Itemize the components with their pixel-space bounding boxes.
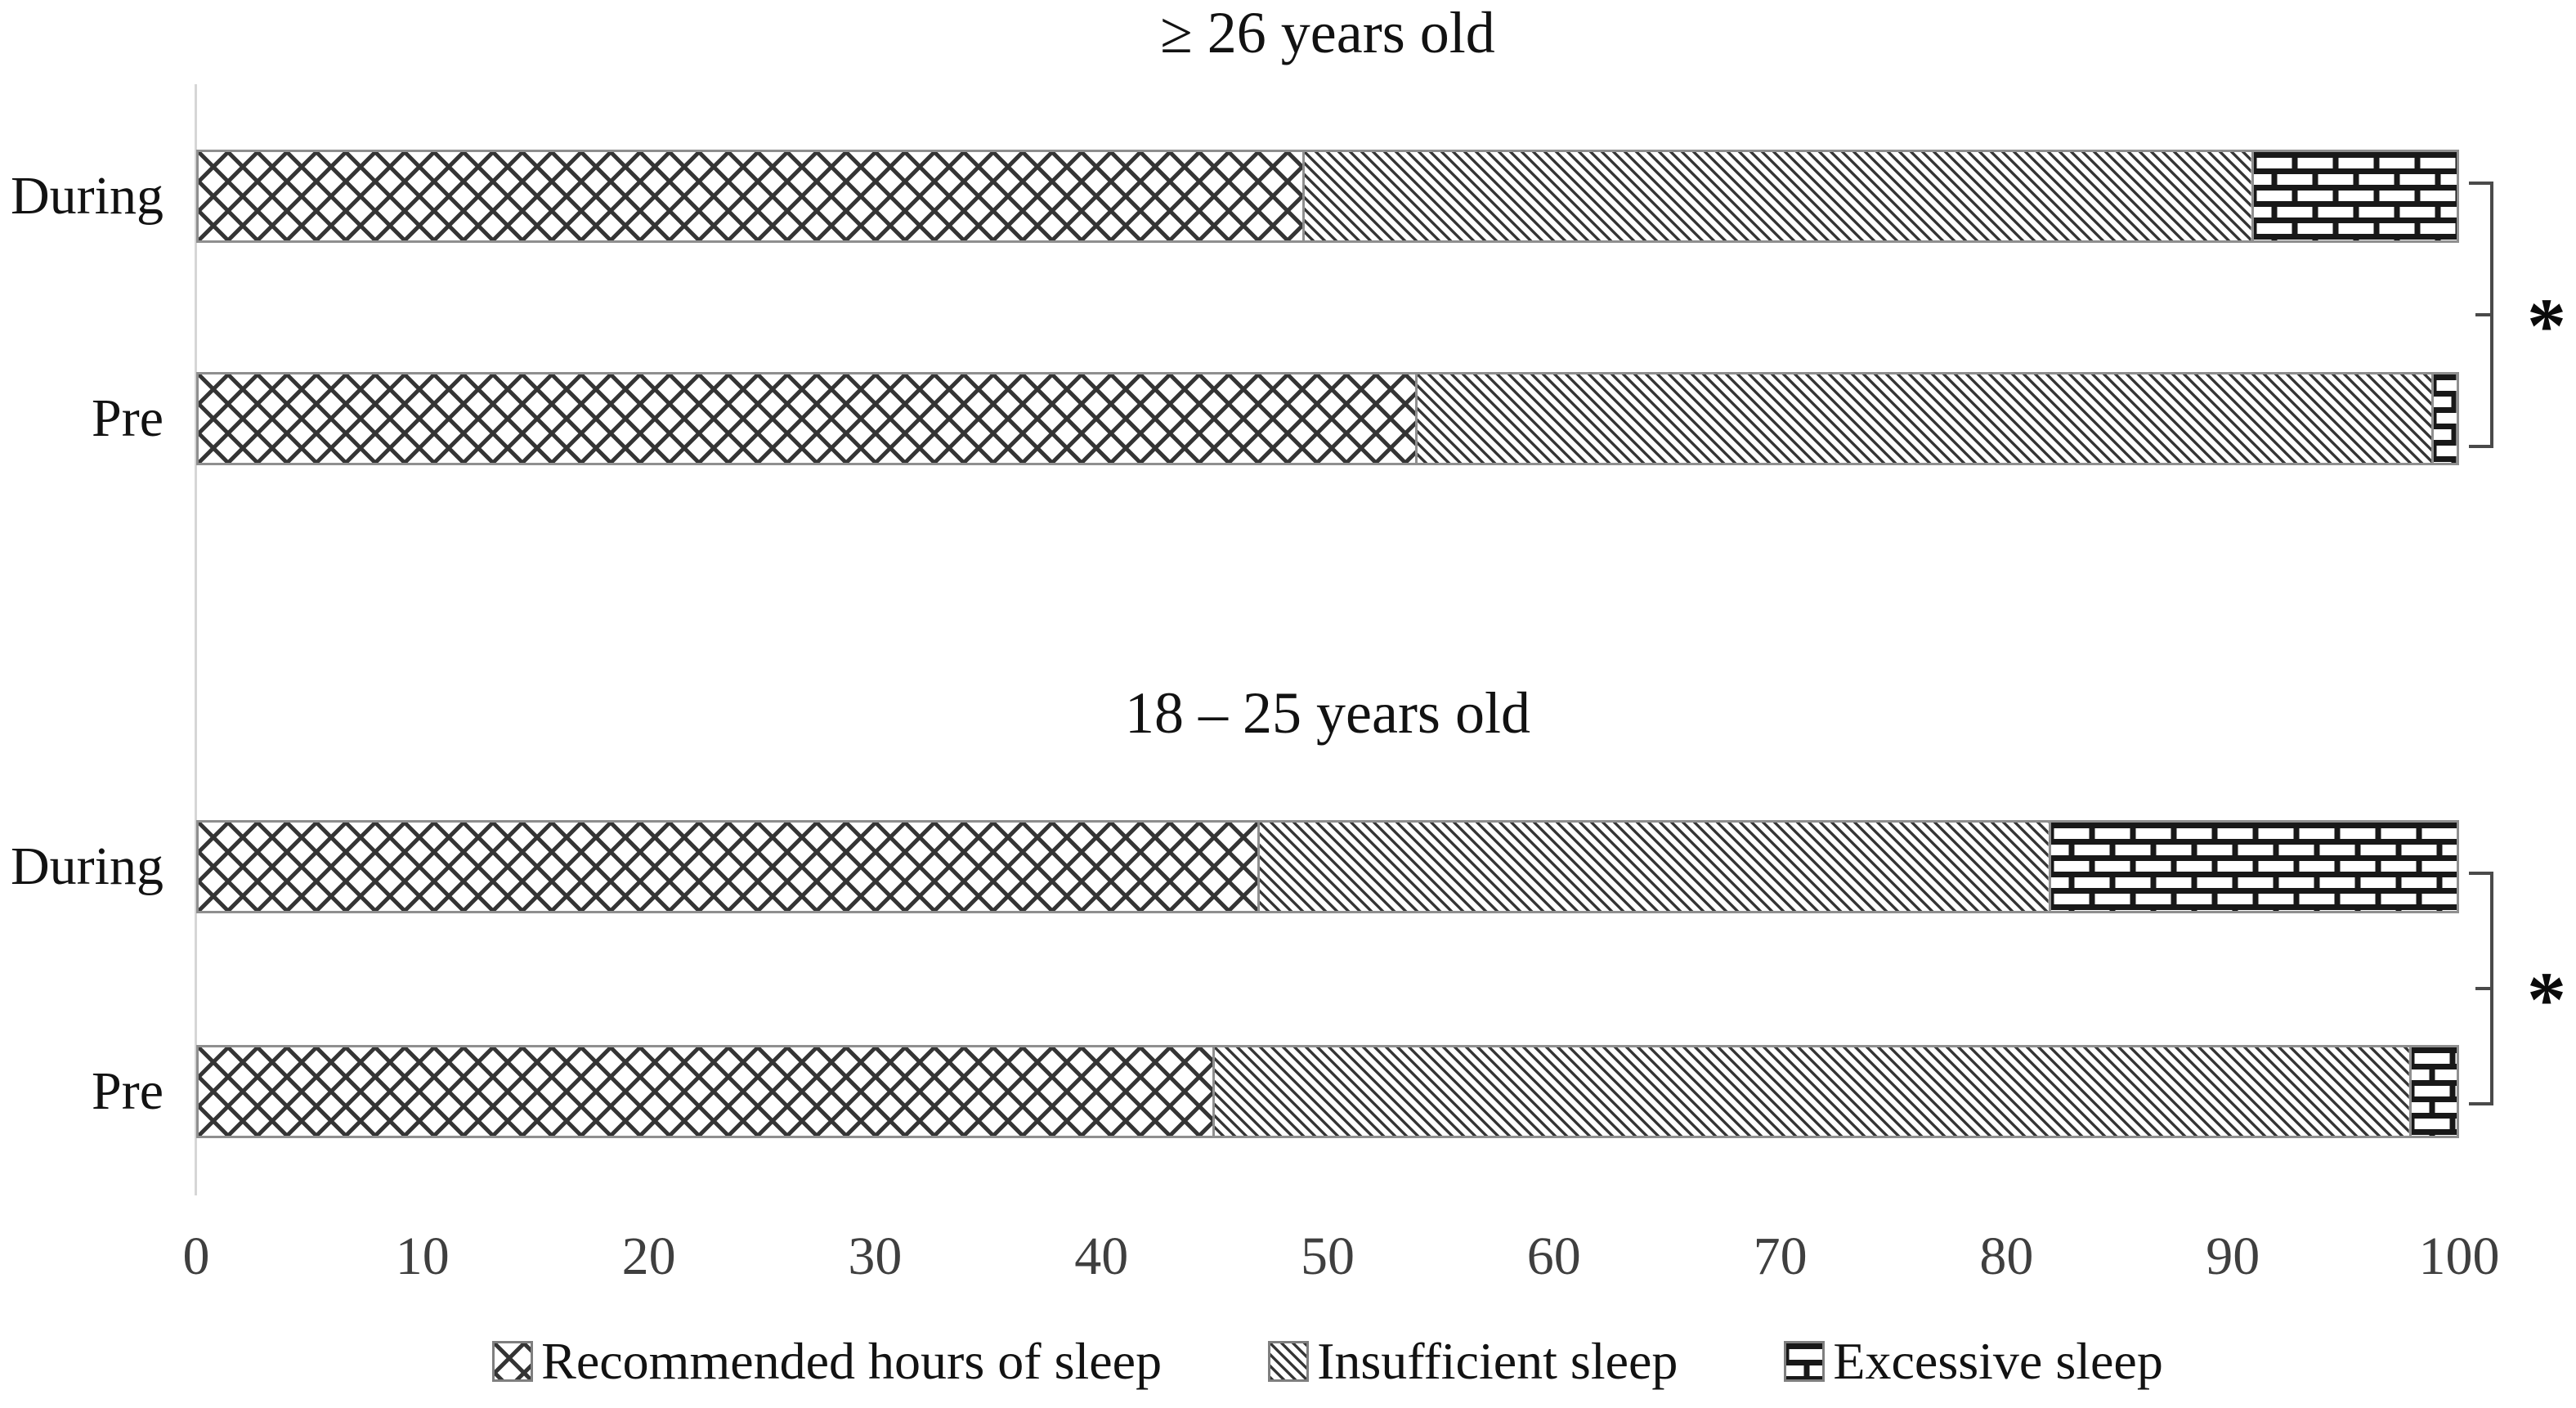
bar-segment-crosshatch bbox=[199, 823, 1258, 911]
x-axis-tick-label: 80 bbox=[1979, 1226, 2034, 1286]
legend-item-diagonal: Insufficient sleep bbox=[1268, 1331, 1678, 1392]
legend-swatch-brick-icon bbox=[1784, 1341, 1826, 1382]
x-axis-tick-label: 10 bbox=[395, 1226, 450, 1286]
legend-label: Excessive sleep bbox=[1833, 1332, 2163, 1390]
significance-asterisk: * bbox=[2527, 956, 2566, 1043]
x-axis-tick-label: 40 bbox=[1074, 1226, 1129, 1286]
chart-title-26plus: ≥ 26 years old bbox=[1160, 0, 1495, 65]
bar-segment-crosshatch bbox=[199, 152, 1303, 240]
bar-segment-diagonal bbox=[1212, 1047, 2409, 1136]
bar-segment-crosshatch bbox=[199, 374, 1416, 463]
bar-segment-brick bbox=[2408, 1047, 2457, 1136]
stacked-bar-pre bbox=[196, 1045, 2459, 1138]
bar-segment-crosshatch bbox=[199, 1047, 1213, 1136]
legend: Recommended hours of sleep Insufficient s… bbox=[196, 1331, 2459, 1392]
significance-bracket-top-hook bbox=[2469, 182, 2493, 185]
x-axis-tick-label: 100 bbox=[2418, 1226, 2500, 1286]
legend-swatch-crosshatch-icon bbox=[492, 1341, 534, 1382]
stacked-bar-during bbox=[196, 150, 2459, 243]
bar-segment-brick bbox=[2048, 823, 2457, 911]
chart-title-18to25: 18 – 25 years old bbox=[1125, 680, 1530, 746]
category-label-during: During bbox=[11, 836, 164, 896]
legend-label: Insufficient sleep bbox=[1317, 1332, 1678, 1390]
bar-segment-brick bbox=[2431, 374, 2457, 463]
legend-swatch-diagonal-icon bbox=[1268, 1341, 1310, 1382]
significance-bracket-bottom-hook bbox=[2469, 1102, 2493, 1105]
stacked-bar-during bbox=[196, 820, 2459, 913]
significance-asterisk: * bbox=[2527, 282, 2566, 370]
bar-segment-diagonal bbox=[1415, 374, 2432, 463]
significance-bracket-top-hook bbox=[2469, 872, 2493, 875]
significance-bracket-mid-tick bbox=[2475, 313, 2493, 316]
bar-segment-diagonal bbox=[1257, 823, 2049, 911]
x-axis-tick-label: 90 bbox=[2206, 1226, 2260, 1286]
category-label-pre: Pre bbox=[92, 1061, 164, 1121]
x-axis-tick-label: 50 bbox=[1301, 1226, 1355, 1286]
legend-label: Recommended hours of sleep bbox=[541, 1332, 1163, 1390]
category-label-pre: Pre bbox=[92, 388, 164, 448]
y-axis-line bbox=[195, 84, 197, 1195]
x-axis-tick-label: 20 bbox=[621, 1226, 676, 1286]
x-axis-tick-label: 30 bbox=[848, 1226, 903, 1286]
category-label-during: During bbox=[11, 166, 164, 226]
significance-bracket-mid-tick bbox=[2475, 987, 2493, 990]
x-axis-tick-label: 60 bbox=[1526, 1226, 1581, 1286]
legend-item-brick: Excessive sleep bbox=[1784, 1331, 2163, 1392]
significance-bracket-bottom-hook bbox=[2469, 445, 2493, 448]
bar-segment-brick bbox=[2251, 152, 2457, 240]
x-axis-tick-label: 0 bbox=[182, 1226, 210, 1286]
legend-item-crosshatch: Recommended hours of sleep bbox=[492, 1331, 1162, 1392]
x-axis-tick-label: 70 bbox=[1753, 1226, 1808, 1286]
bar-segment-diagonal bbox=[1302, 152, 2251, 240]
stacked-bar-pre bbox=[196, 372, 2459, 465]
